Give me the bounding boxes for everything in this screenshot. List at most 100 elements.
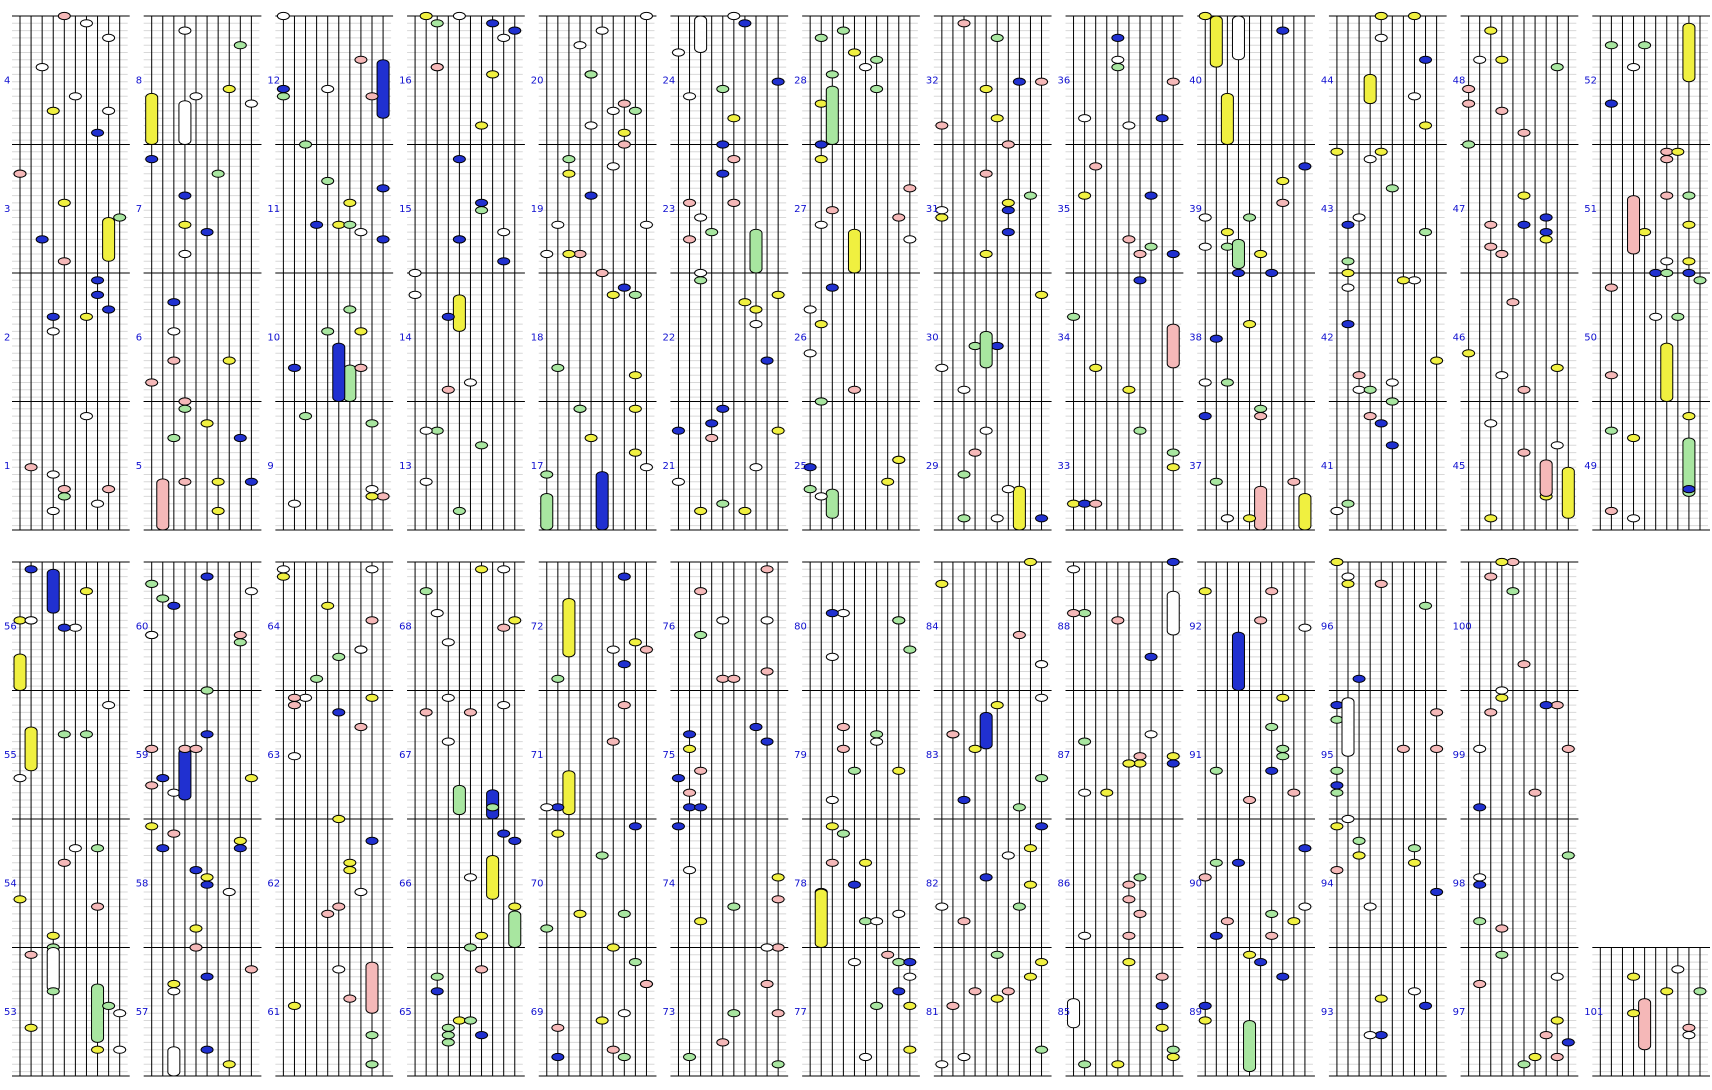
note[interactable] [803, 485, 817, 494]
note[interactable] [486, 19, 500, 28]
note[interactable] [979, 426, 993, 435]
note[interactable] [1111, 33, 1125, 43]
note[interactable] [200, 419, 214, 428]
note[interactable] [178, 249, 192, 259]
note[interactable] [1198, 242, 1212, 251]
note[interactable] [814, 99, 828, 108]
note[interactable] [1265, 268, 1279, 278]
note[interactable] [1627, 433, 1641, 443]
long-note[interactable] [167, 1046, 181, 1077]
note[interactable] [365, 492, 379, 501]
note[interactable] [1001, 228, 1015, 237]
note[interactable] [475, 931, 489, 940]
note[interactable] [508, 836, 522, 846]
note[interactable] [968, 744, 982, 754]
note[interactable] [551, 829, 565, 838]
note[interactable] [1298, 902, 1312, 911]
note[interactable] [441, 1031, 455, 1040]
note[interactable] [68, 92, 82, 101]
note[interactable] [694, 630, 708, 640]
note[interactable] [771, 426, 785, 435]
note[interactable] [200, 228, 214, 237]
note[interactable] [716, 84, 730, 94]
note[interactable] [189, 866, 203, 875]
note[interactable] [606, 737, 620, 746]
note[interactable] [1001, 485, 1015, 494]
note[interactable] [617, 1009, 631, 1018]
note[interactable] [1682, 412, 1696, 421]
note[interactable] [1341, 572, 1355, 581]
note[interactable] [803, 463, 817, 472]
note[interactable] [1495, 693, 1509, 702]
note[interactable] [825, 858, 839, 867]
note[interactable] [979, 873, 993, 882]
note[interactable] [57, 257, 71, 266]
note[interactable] [91, 276, 105, 285]
long-note[interactable] [1627, 195, 1641, 255]
note[interactable] [91, 1045, 105, 1054]
note[interactable] [102, 106, 116, 116]
note[interactable] [1122, 759, 1136, 768]
note[interactable] [211, 477, 225, 486]
note[interactable] [825, 609, 839, 618]
note[interactable] [716, 674, 730, 683]
note[interactable] [1035, 693, 1049, 702]
long-note[interactable] [1166, 590, 1180, 636]
note[interactable] [463, 873, 477, 882]
note[interactable] [1209, 931, 1223, 940]
note[interactable] [1407, 276, 1421, 285]
note[interactable] [178, 397, 192, 406]
note[interactable] [211, 169, 225, 178]
note[interactable] [771, 895, 785, 904]
long-note[interactable] [1231, 15, 1245, 61]
note[interactable] [1671, 312, 1685, 321]
note[interactable] [1265, 909, 1279, 919]
note[interactable] [1363, 385, 1377, 394]
note[interactable] [1067, 609, 1081, 618]
note[interactable] [1166, 1052, 1180, 1062]
note[interactable] [1682, 485, 1696, 494]
note[interactable] [705, 433, 719, 443]
long-note[interactable] [486, 855, 500, 900]
long-note[interactable] [156, 478, 170, 531]
note[interactable] [244, 587, 258, 596]
note[interactable] [1133, 426, 1147, 435]
note[interactable] [892, 909, 906, 919]
long-note[interactable] [1539, 459, 1553, 497]
note[interactable] [145, 630, 159, 640]
note[interactable] [222, 887, 236, 897]
note[interactable] [990, 701, 1004, 710]
note[interactable] [497, 829, 511, 838]
note[interactable] [452, 155, 466, 164]
note[interactable] [1396, 744, 1410, 754]
note[interactable] [299, 140, 313, 149]
note[interactable] [310, 674, 324, 683]
note[interactable] [1220, 917, 1234, 926]
note[interactable] [365, 1060, 379, 1069]
note[interactable] [102, 1001, 116, 1011]
note[interactable] [584, 121, 598, 130]
note[interactable] [1495, 557, 1509, 567]
note[interactable] [617, 99, 631, 108]
note[interactable] [1517, 220, 1531, 229]
note[interactable] [1166, 249, 1180, 259]
note[interactable] [102, 485, 116, 494]
note[interactable] [1035, 77, 1049, 86]
note[interactable] [760, 943, 774, 952]
note[interactable] [35, 63, 49, 72]
note[interactable] [1430, 887, 1444, 897]
note[interactable] [617, 572, 631, 581]
note[interactable] [1035, 514, 1049, 523]
note[interactable] [1023, 557, 1037, 567]
note[interactable] [606, 645, 620, 654]
note[interactable] [1385, 441, 1399, 450]
note[interactable] [1495, 55, 1509, 64]
note[interactable] [102, 305, 116, 314]
note[interactable] [91, 902, 105, 911]
note[interactable] [595, 1016, 609, 1025]
note[interactable] [1528, 788, 1542, 797]
long-note[interactable] [825, 85, 839, 145]
note[interactable] [968, 987, 982, 996]
note[interactable] [497, 257, 511, 266]
note[interactable] [1473, 803, 1487, 812]
